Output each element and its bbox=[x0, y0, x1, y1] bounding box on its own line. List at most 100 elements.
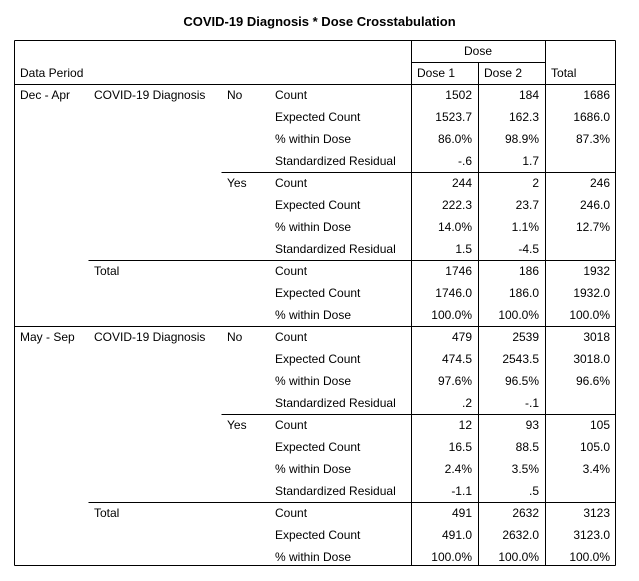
value-cell: 479 bbox=[451, 330, 472, 344]
value-cell: 1686 bbox=[583, 88, 611, 102]
row-variable-label bbox=[88, 370, 221, 392]
statistic-label: % within Dose bbox=[275, 550, 352, 564]
value-cell bbox=[545, 150, 616, 172]
row-variable-label bbox=[88, 546, 221, 568]
row-variable-label: Total bbox=[94, 264, 120, 278]
value-cell: 186 bbox=[518, 264, 540, 278]
dose2-header: Dose 2 bbox=[484, 66, 523, 80]
row-category-label bbox=[221, 216, 269, 238]
value-cell: 246 bbox=[589, 176, 611, 190]
table-row: % within Dose 100.0% 100.0% 100.0% bbox=[14, 546, 616, 568]
value-cell: 244 bbox=[451, 176, 472, 190]
row-category-label bbox=[221, 524, 269, 546]
value-cell: 105 bbox=[589, 418, 611, 432]
row-variable-label bbox=[88, 524, 221, 546]
row-category-label bbox=[221, 282, 269, 304]
table-row: % within Dose 14.0% 1.1% 12.7% bbox=[14, 216, 616, 238]
table-row: Standardized Residual -1.1 .5 bbox=[14, 480, 616, 502]
highlight-mark: 2.4% bbox=[438, 458, 479, 480]
value-cell: 12.7% bbox=[575, 220, 611, 234]
row-category-label bbox=[221, 436, 269, 458]
value-cell: 1.5 bbox=[455, 242, 472, 256]
period-label bbox=[14, 436, 88, 458]
table-row: % within Dose 97.6% 96.5% 96.6% bbox=[14, 370, 616, 392]
period-label bbox=[14, 282, 88, 304]
row-category-label bbox=[221, 260, 269, 282]
row-category-label bbox=[221, 238, 269, 260]
statistic-label: % within Dose bbox=[275, 132, 352, 146]
value-cell: -.6 bbox=[457, 154, 472, 168]
value-cell: 3123 bbox=[583, 506, 611, 520]
statistic-label: % within Dose bbox=[275, 374, 352, 388]
row-variable-label bbox=[88, 392, 221, 414]
row-variable-label bbox=[88, 282, 221, 304]
value-cell: 100.0% bbox=[431, 308, 472, 322]
value-cell: -4.5 bbox=[518, 242, 540, 256]
table-row: Expected Count 491.0 2632.0 3123.0 bbox=[14, 524, 616, 546]
table-row: Expected Count 1746.0 186.0 1932.0 bbox=[14, 282, 616, 304]
statistic-label: Count bbox=[275, 88, 308, 102]
statistic-label: Count bbox=[275, 418, 308, 432]
row-category-label: Yes bbox=[227, 418, 247, 432]
value-cell: 491.0 bbox=[441, 528, 472, 542]
row-variable-label bbox=[88, 172, 221, 194]
row-category-label bbox=[221, 150, 269, 172]
statistic-label: Standardized Residual bbox=[275, 484, 396, 498]
period-label bbox=[14, 106, 88, 128]
value-cell: .5 bbox=[529, 484, 540, 498]
period-label bbox=[14, 458, 88, 480]
table-row: Dec - Apr COVID-19 Diagnosis No Count 1502 18… bbox=[14, 84, 616, 106]
row-category-label: No bbox=[227, 330, 243, 344]
value-cell: 2632 bbox=[512, 506, 540, 520]
period-label bbox=[14, 370, 88, 392]
row-variable-label bbox=[88, 414, 221, 436]
value-cell: 87.3% bbox=[575, 132, 611, 146]
table-row: % within Dose 100.0% 100.0% 100.0% bbox=[14, 304, 616, 326]
statistic-label: Standardized Residual bbox=[275, 154, 396, 168]
table-row: Expected Count 222.3 23.7 246.0 bbox=[14, 194, 616, 216]
period-label bbox=[14, 480, 88, 502]
row-variable-label bbox=[88, 216, 221, 238]
value-cell: -.1 bbox=[525, 396, 540, 410]
statistic-label: Count bbox=[275, 506, 308, 520]
value-cell: 3.5% bbox=[478, 458, 546, 480]
row-category-label bbox=[221, 546, 269, 568]
period-label bbox=[14, 524, 88, 546]
statistic-label: Expected Count bbox=[275, 198, 361, 212]
value-cell: 1932 bbox=[583, 264, 611, 278]
value-cell: 2539 bbox=[512, 330, 540, 344]
period-label bbox=[14, 260, 88, 282]
value-cell: 3123.0 bbox=[573, 528, 611, 542]
value-cell: 2.4% bbox=[411, 458, 479, 480]
value-cell: 491 bbox=[451, 506, 472, 520]
value-cell: 246.0 bbox=[579, 198, 611, 212]
row-category-label bbox=[221, 458, 269, 480]
value-cell: 100.0% bbox=[569, 308, 611, 322]
table-row: Yes Count 244 2 246 bbox=[14, 172, 616, 194]
statistic-label: Count bbox=[275, 330, 308, 344]
table-row: Total Count 491 2632 3123 bbox=[14, 502, 616, 524]
highlight-mark: 3.5% bbox=[505, 458, 546, 480]
row-category-label: Yes bbox=[227, 176, 247, 190]
highlight-mark: 1.1% bbox=[505, 216, 546, 238]
value-cell: 474.5 bbox=[441, 352, 472, 366]
period-label bbox=[14, 238, 88, 260]
table-row: Total Count 1746 186 1932 bbox=[14, 260, 616, 282]
statistic-label: Standardized Residual bbox=[275, 396, 396, 410]
table-row: Expected Count 474.5 2543.5 3018.0 bbox=[14, 348, 616, 370]
row-variable-label bbox=[88, 348, 221, 370]
value-cell: 1523.7 bbox=[435, 110, 472, 124]
row-category-label: No bbox=[227, 88, 243, 102]
table-row: Standardized Residual -.6 1.7 bbox=[14, 150, 616, 172]
value-cell: 162.3 bbox=[508, 110, 540, 124]
row-variable-label: COVID-19 Diagnosis bbox=[94, 88, 206, 102]
period-label bbox=[14, 348, 88, 370]
value-cell: 222.3 bbox=[441, 198, 472, 212]
value-cell: 100.0% bbox=[569, 550, 611, 564]
value-cell bbox=[545, 392, 616, 414]
value-cell: 14.0% bbox=[411, 216, 479, 238]
value-cell bbox=[545, 480, 616, 502]
value-cell: 86.0% bbox=[437, 132, 472, 146]
value-cell: 2632.0 bbox=[502, 528, 540, 542]
value-cell: 186.0 bbox=[508, 286, 540, 300]
